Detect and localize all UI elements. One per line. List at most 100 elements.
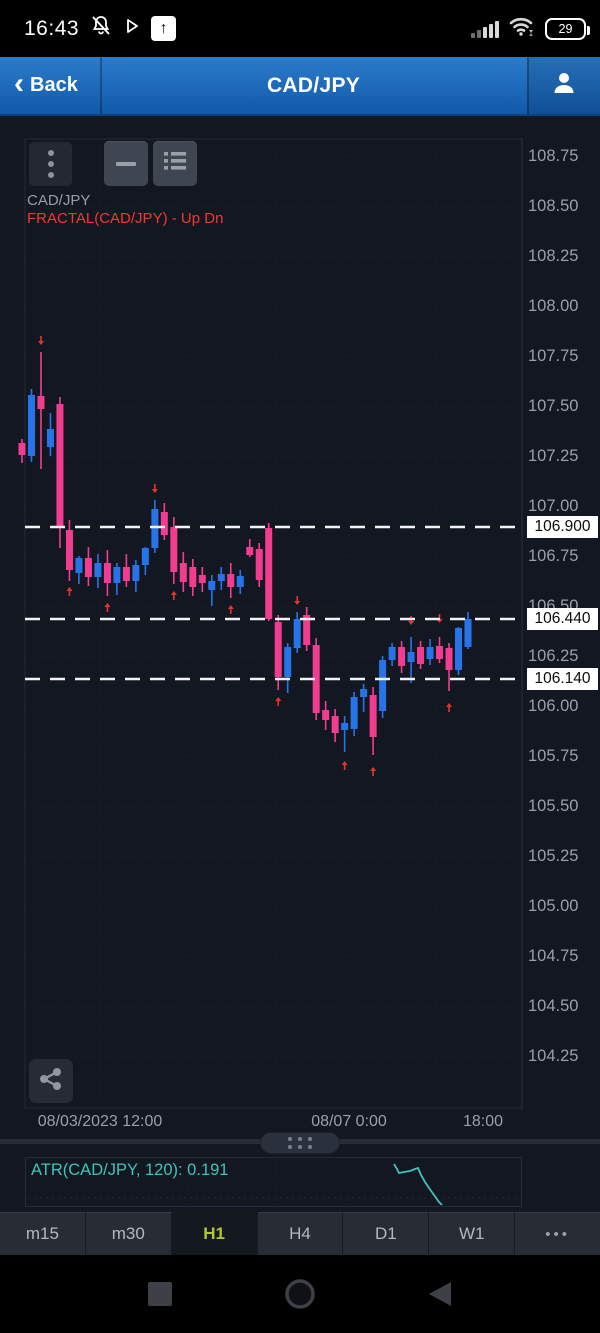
- candle-body: [464, 619, 472, 647]
- candle-body: [84, 558, 92, 577]
- back-button[interactable]: ‹ Back: [0, 57, 100, 114]
- fractal-indicator-label: FRACTAL(CAD/JPY) - Up Dn: [27, 210, 224, 227]
- price-level-label: 106.440: [527, 608, 598, 630]
- price-tick-label: 104.25: [528, 1047, 579, 1065]
- fractal-down-icon: [66, 587, 73, 591]
- ellipsis-icon: •••: [545, 1225, 570, 1243]
- battery-percent: 29: [558, 21, 573, 36]
- triangle-left-icon: [429, 1282, 451, 1306]
- time-tick-label: 08/07 0:00: [311, 1113, 387, 1130]
- candle-body: [255, 549, 263, 580]
- candle-body: [445, 648, 453, 670]
- timeframe-button-h4[interactable]: H4: [257, 1212, 344, 1255]
- candle-body: [436, 646, 444, 659]
- price-tick-label: 107.75: [528, 347, 579, 365]
- candle-body: [65, 530, 73, 570]
- candle-body: [46, 429, 54, 447]
- candle-body: [227, 574, 235, 587]
- candle-body: [198, 575, 206, 583]
- price-tick-label: 106.25: [528, 647, 579, 665]
- timeframe-button-w1[interactable]: W1: [429, 1212, 516, 1255]
- price-level-label: 106.140: [527, 668, 598, 690]
- candle-body: [122, 567, 130, 581]
- candle-body: [341, 723, 349, 730]
- candle-body: [179, 563, 187, 582]
- candle-body: [322, 710, 330, 720]
- price-tick-label: 105.75: [528, 747, 579, 765]
- upload-icon: ↑: [151, 16, 177, 41]
- timeframe-label: H1: [203, 1224, 226, 1243]
- candle-body: [113, 567, 121, 583]
- candle-body: [94, 563, 102, 577]
- fractal-down-icon: [104, 603, 111, 607]
- nav-bar: ‹ Back CAD/JPY: [0, 57, 600, 116]
- atr-label: ATR(CAD/JPY, 120): 0.191: [31, 1161, 229, 1179]
- candle-body: [75, 558, 83, 573]
- fractal-up-icon: [37, 341, 44, 345]
- signal-strength-icon: [471, 20, 499, 38]
- fractal-down-icon: [370, 767, 377, 771]
- fractal-down-icon: [275, 697, 282, 701]
- play-icon: [123, 17, 141, 40]
- chart-canvas[interactable]: [0, 138, 600, 1113]
- candle-body: [208, 581, 216, 590]
- share-button[interactable]: [29, 1059, 73, 1103]
- candle-body: [246, 547, 254, 555]
- candle-body: [189, 567, 197, 587]
- person-icon: [549, 68, 579, 103]
- panel-resize-handle[interactable]: [260, 1132, 340, 1154]
- price-tick-label: 108.25: [528, 247, 579, 265]
- home-button[interactable]: [260, 1255, 340, 1333]
- indicators-list-button[interactable]: [153, 141, 197, 186]
- candle-body: [274, 622, 282, 677]
- chart-symbol-label: CAD/JPY: [27, 192, 91, 209]
- fractal-down-icon: [170, 591, 177, 595]
- square-icon: [148, 1282, 172, 1306]
- chevron-left-icon: ‹: [14, 66, 24, 100]
- candle-body: [141, 548, 149, 565]
- candle-body: [160, 512, 168, 535]
- timeframe-button-m30[interactable]: m30: [85, 1212, 172, 1255]
- candle-body: [170, 527, 178, 572]
- back-nav-button[interactable]: [400, 1255, 480, 1333]
- time-axis: 08/03/2023 12:00 08/07 0:00 18:00: [0, 1113, 600, 1135]
- candle-body: [426, 647, 434, 659]
- candle-body: [407, 652, 415, 662]
- recent-apps-button[interactable]: [120, 1255, 200, 1333]
- timeframe-label: m15: [25, 1224, 59, 1243]
- candle-body: [151, 509, 159, 548]
- price-tick-label: 107.50: [528, 397, 579, 415]
- kebab-menu-button[interactable]: [29, 142, 72, 186]
- price-tick-label: 107.25: [528, 447, 579, 465]
- candle-body: [284, 647, 292, 677]
- fractal-down-icon: [446, 703, 453, 707]
- plot-border: [24, 138, 523, 1109]
- timeframe-button-h1[interactable]: H1: [171, 1212, 258, 1255]
- candle-body: [455, 628, 463, 670]
- status-bar: 16:43 ↑ 29: [0, 0, 600, 57]
- fractal-down-icon: [341, 761, 348, 765]
- fractal-down-icon: [227, 605, 234, 609]
- candle-body: [236, 576, 244, 587]
- kebab-menu-icon: [47, 150, 54, 178]
- back-label: Back: [30, 74, 78, 96]
- timeframe-bar: m15 m30 H1 H4 D1 W1 •••: [0, 1212, 600, 1255]
- candle-body: [303, 615, 311, 645]
- candle-body: [369, 695, 377, 737]
- price-level-label: 106.900: [527, 516, 598, 538]
- line-style-button[interactable]: [104, 141, 148, 186]
- price-tick-label: 104.50: [528, 997, 579, 1015]
- account-button[interactable]: [527, 57, 600, 114]
- timeframe-button-m15[interactable]: m15: [0, 1212, 86, 1255]
- more-timeframes-button[interactable]: •••: [515, 1212, 600, 1255]
- timeframe-button-d1[interactable]: D1: [343, 1212, 430, 1255]
- share-icon: [38, 1066, 64, 1097]
- price-tick-label: 105.50: [528, 797, 579, 815]
- android-nav-bar: [0, 1255, 600, 1333]
- circle-icon: [285, 1279, 315, 1309]
- price-tick-label: 106.75: [528, 547, 579, 565]
- nav-divider-right: [527, 57, 529, 114]
- time-tick-label: 18:00: [462, 1113, 504, 1130]
- time-tick-label: 08/03/2023 12:00: [37, 1113, 163, 1130]
